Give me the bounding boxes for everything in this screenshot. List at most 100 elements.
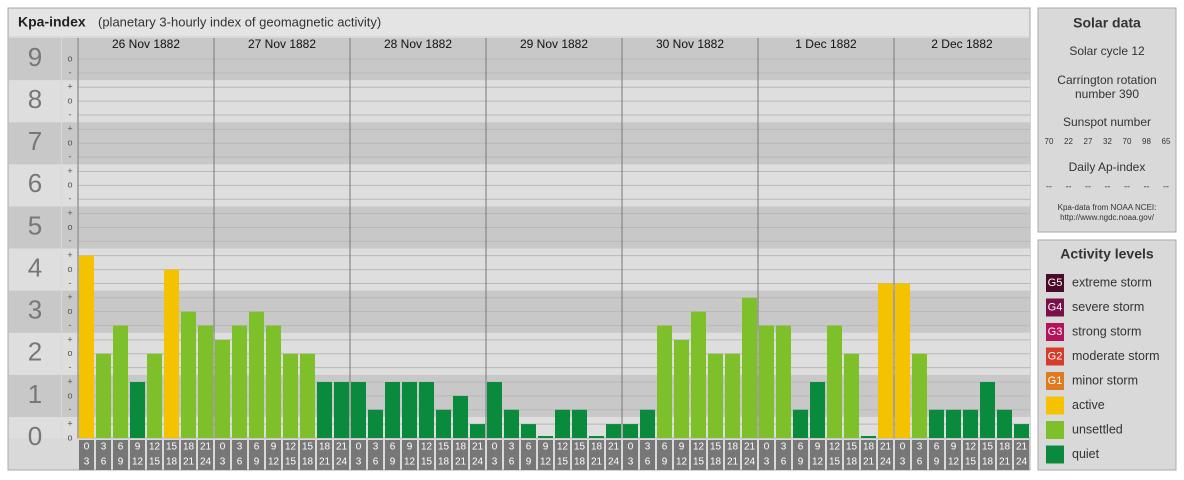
x-tick-label: 3: [917, 442, 923, 453]
x-tick-label: 3: [628, 457, 634, 468]
legend-swatch: [1046, 372, 1064, 390]
y-subtick-label: +: [67, 376, 72, 386]
x-tick-label: 15: [982, 442, 994, 453]
hour-box: [946, 440, 961, 470]
hour-box: [368, 440, 383, 470]
hour-box: [402, 440, 417, 470]
y-subtick-label: -: [69, 194, 72, 204]
y-subtick-label: +: [67, 334, 72, 344]
hour-box: [878, 440, 893, 470]
axis-band: [62, 332, 77, 375]
x-tick-label: 3: [356, 457, 362, 468]
x-tick-label: 15: [693, 457, 705, 468]
x-tick-label: 6: [917, 457, 923, 468]
hour-box: [997, 440, 1012, 470]
bar: [589, 436, 604, 438]
x-tick-label: 6: [781, 457, 787, 468]
sunspot-value: 32: [1103, 137, 1112, 146]
band: [78, 416, 1030, 438]
hour-box: [385, 440, 400, 470]
x-tick-label: 15: [166, 442, 178, 453]
day-label: 29 Nov 1882: [520, 37, 588, 51]
bar: [555, 409, 570, 438]
axis-band: [62, 164, 77, 207]
x-tick-label: 24: [608, 457, 620, 468]
x-tick-label: 15: [574, 442, 586, 453]
bar: [334, 382, 349, 438]
x-tick-label: 3: [645, 442, 651, 453]
x-tick-label: 18: [591, 442, 603, 453]
hour-box: [232, 440, 247, 470]
hour-box: [572, 440, 587, 470]
source: Kpa-data from NOAA NCEI:: [1058, 203, 1157, 212]
x-tick-label: 9: [815, 442, 821, 453]
bar: [878, 283, 893, 438]
x-tick-label: 0: [492, 442, 498, 453]
legend-badge: G1: [1048, 375, 1063, 387]
hour-box: [249, 440, 264, 470]
carrington: number 390: [1075, 87, 1139, 101]
bar: [640, 409, 655, 438]
hour-box: [266, 440, 281, 470]
x-tick-label: 15: [285, 457, 297, 468]
x-tick-label: 6: [798, 442, 804, 453]
axis-band: [9, 332, 61, 375]
x-tick-label: 18: [710, 457, 722, 468]
y-subtick-label: +: [67, 166, 72, 176]
x-tick-label: 12: [676, 457, 688, 468]
x-tick-label: 24: [200, 457, 212, 468]
day-label: 2 Dec 1882: [931, 37, 993, 51]
x-tick-label: 3: [237, 442, 243, 453]
hour-box: [657, 440, 672, 470]
x-tick-label: 18: [183, 442, 195, 453]
hour-box: [793, 440, 808, 470]
axis-band: [9, 416, 61, 438]
hour-box: [164, 440, 179, 470]
bar: [402, 382, 417, 438]
day-label: 28 Nov 1882: [384, 37, 452, 51]
hour-box: [776, 440, 791, 470]
x-tick-label: 6: [101, 457, 107, 468]
x-tick-label: 6: [934, 442, 940, 453]
hour-box: [470, 440, 485, 470]
hour-box: [436, 440, 451, 470]
source: http://www.ngdc.noaa.gov/: [1060, 213, 1155, 222]
x-tick-label: 15: [846, 442, 858, 453]
y-subtick-label: o: [67, 348, 72, 358]
sunspot-value: 70: [1123, 137, 1132, 146]
x-tick-label: 12: [404, 457, 416, 468]
bar: [538, 436, 553, 438]
x-tick-label: 12: [557, 442, 569, 453]
bar: [266, 325, 281, 438]
legend-badge: G5: [1048, 277, 1063, 289]
x-tick-label: 0: [764, 442, 770, 453]
solar-cycle: Solar cycle 12: [1069, 44, 1145, 58]
hour-box: [79, 440, 94, 470]
hour-box: [759, 440, 774, 470]
hour-box: [419, 440, 434, 470]
hour-box: [521, 440, 536, 470]
hour-box: [334, 440, 349, 470]
x-tick-label: 18: [846, 457, 858, 468]
x-tick-label: 24: [744, 457, 756, 468]
y-subtick-label: o: [67, 306, 72, 316]
hour-box: [827, 440, 842, 470]
axis-band: [62, 374, 77, 417]
x-tick-label: 15: [438, 442, 450, 453]
hour-box: [453, 440, 468, 470]
legend-swatch: [1046, 421, 1064, 439]
bar: [997, 409, 1012, 438]
x-tick-label: 0: [84, 442, 90, 453]
axis-band: [9, 248, 61, 291]
hour-box: [300, 440, 315, 470]
y-tick-label: 2: [28, 337, 42, 367]
legend-label: moderate storm: [1072, 349, 1160, 363]
y-subtick-label: +: [67, 292, 72, 302]
legend-label: quiet: [1072, 447, 1100, 461]
x-tick-label: 21: [336, 442, 348, 453]
bar: [147, 353, 162, 438]
x-tick-label: 3: [509, 442, 515, 453]
hour-box: [810, 440, 825, 470]
hour-box: [351, 440, 366, 470]
axis-band: [62, 290, 77, 333]
